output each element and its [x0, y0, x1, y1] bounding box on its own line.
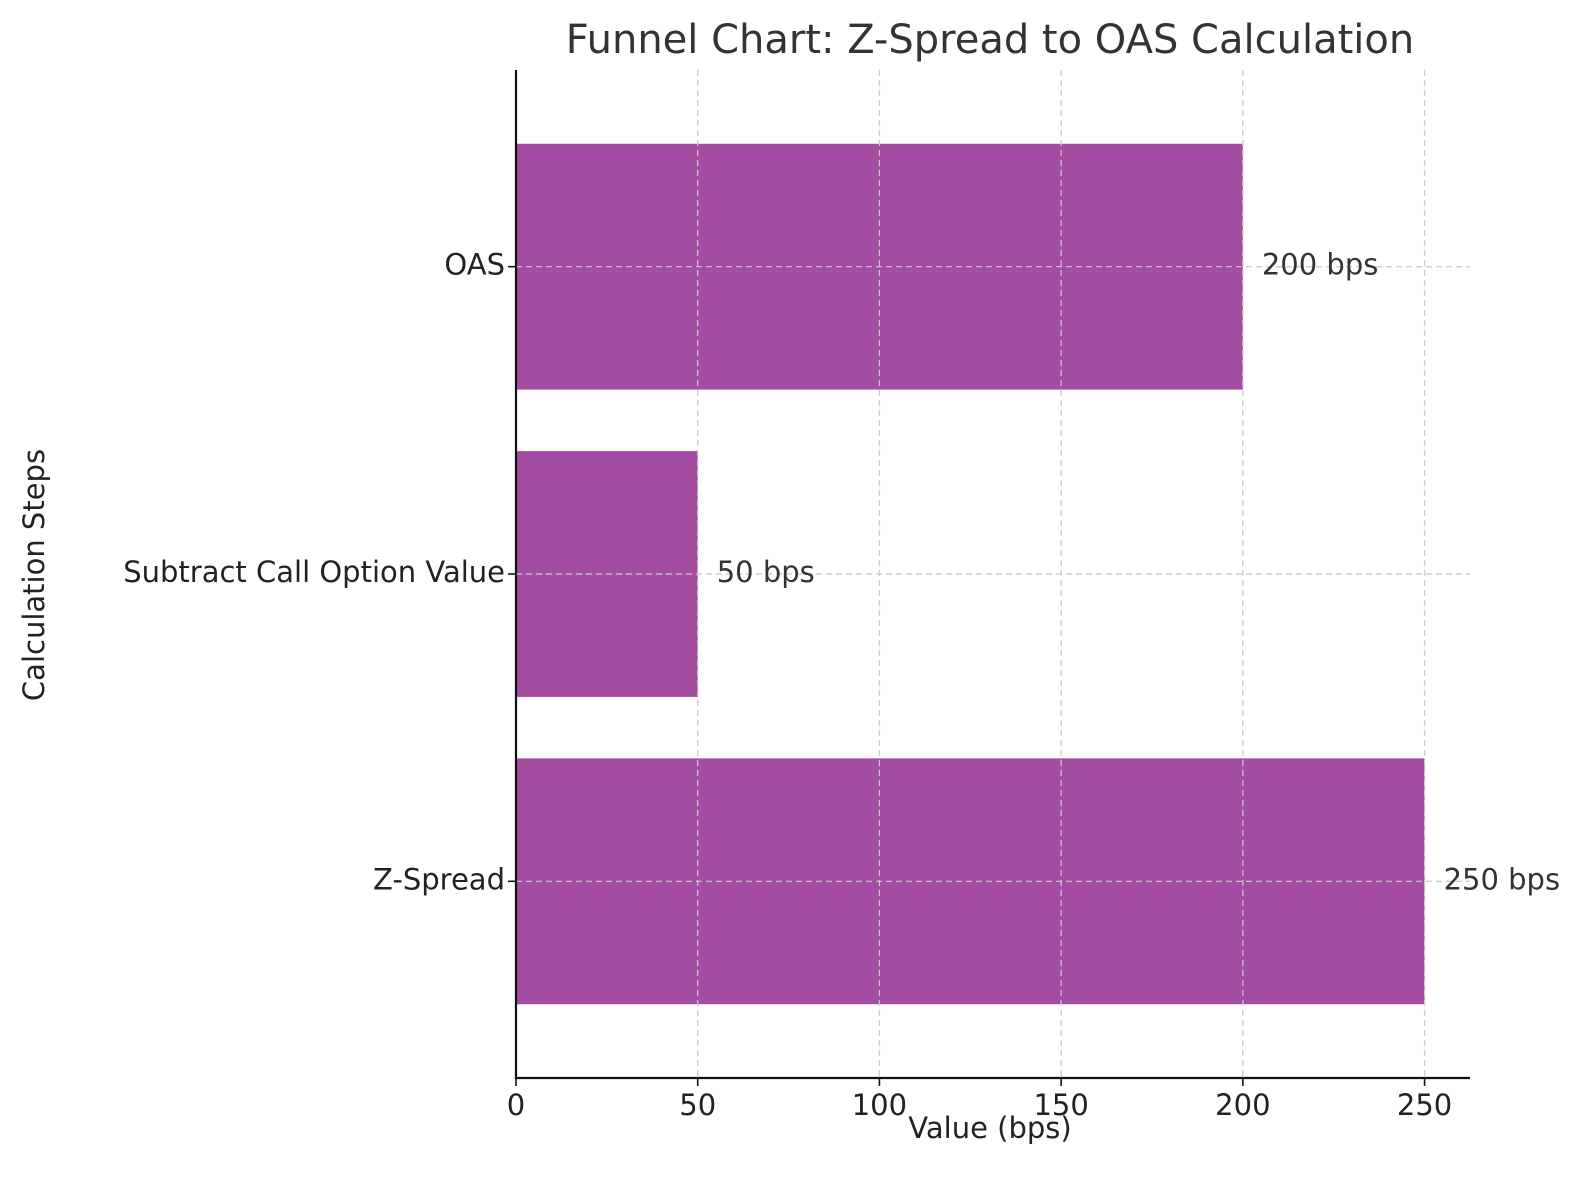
x-tick-label: 100	[852, 1088, 907, 1122]
data-label: 200 bps	[1262, 248, 1379, 282]
data-label: 250 bps	[1444, 862, 1561, 896]
y-tick-label: OAS	[444, 248, 505, 282]
data-labels: 250 bps 50 bps 200 bps	[717, 248, 1560, 897]
x-tick-label: 200	[1215, 1088, 1270, 1122]
y-tick-label: Z-Spread	[373, 862, 505, 896]
x-tick-label: 50	[679, 1088, 716, 1122]
bars	[515, 70, 1470, 1078]
y-axis-label: Calculation Steps	[17, 449, 51, 701]
chart-title: Funnel Chart: Z-Spread to OAS Calculatio…	[566, 17, 1414, 63]
x-tick-label: 0	[507, 1088, 525, 1122]
x-axis-label: Value (bps)	[908, 1111, 1071, 1145]
data-label: 50 bps	[717, 555, 815, 589]
y-tick-label: Subtract Call Option Value	[123, 555, 505, 589]
x-tick-label: 150	[1033, 1088, 1088, 1122]
x-tick-label: 250	[1397, 1088, 1452, 1122]
axes: 0 50 100 150 200 250 Z-Spread Subtract Call Opt…	[123, 70, 1470, 1122]
